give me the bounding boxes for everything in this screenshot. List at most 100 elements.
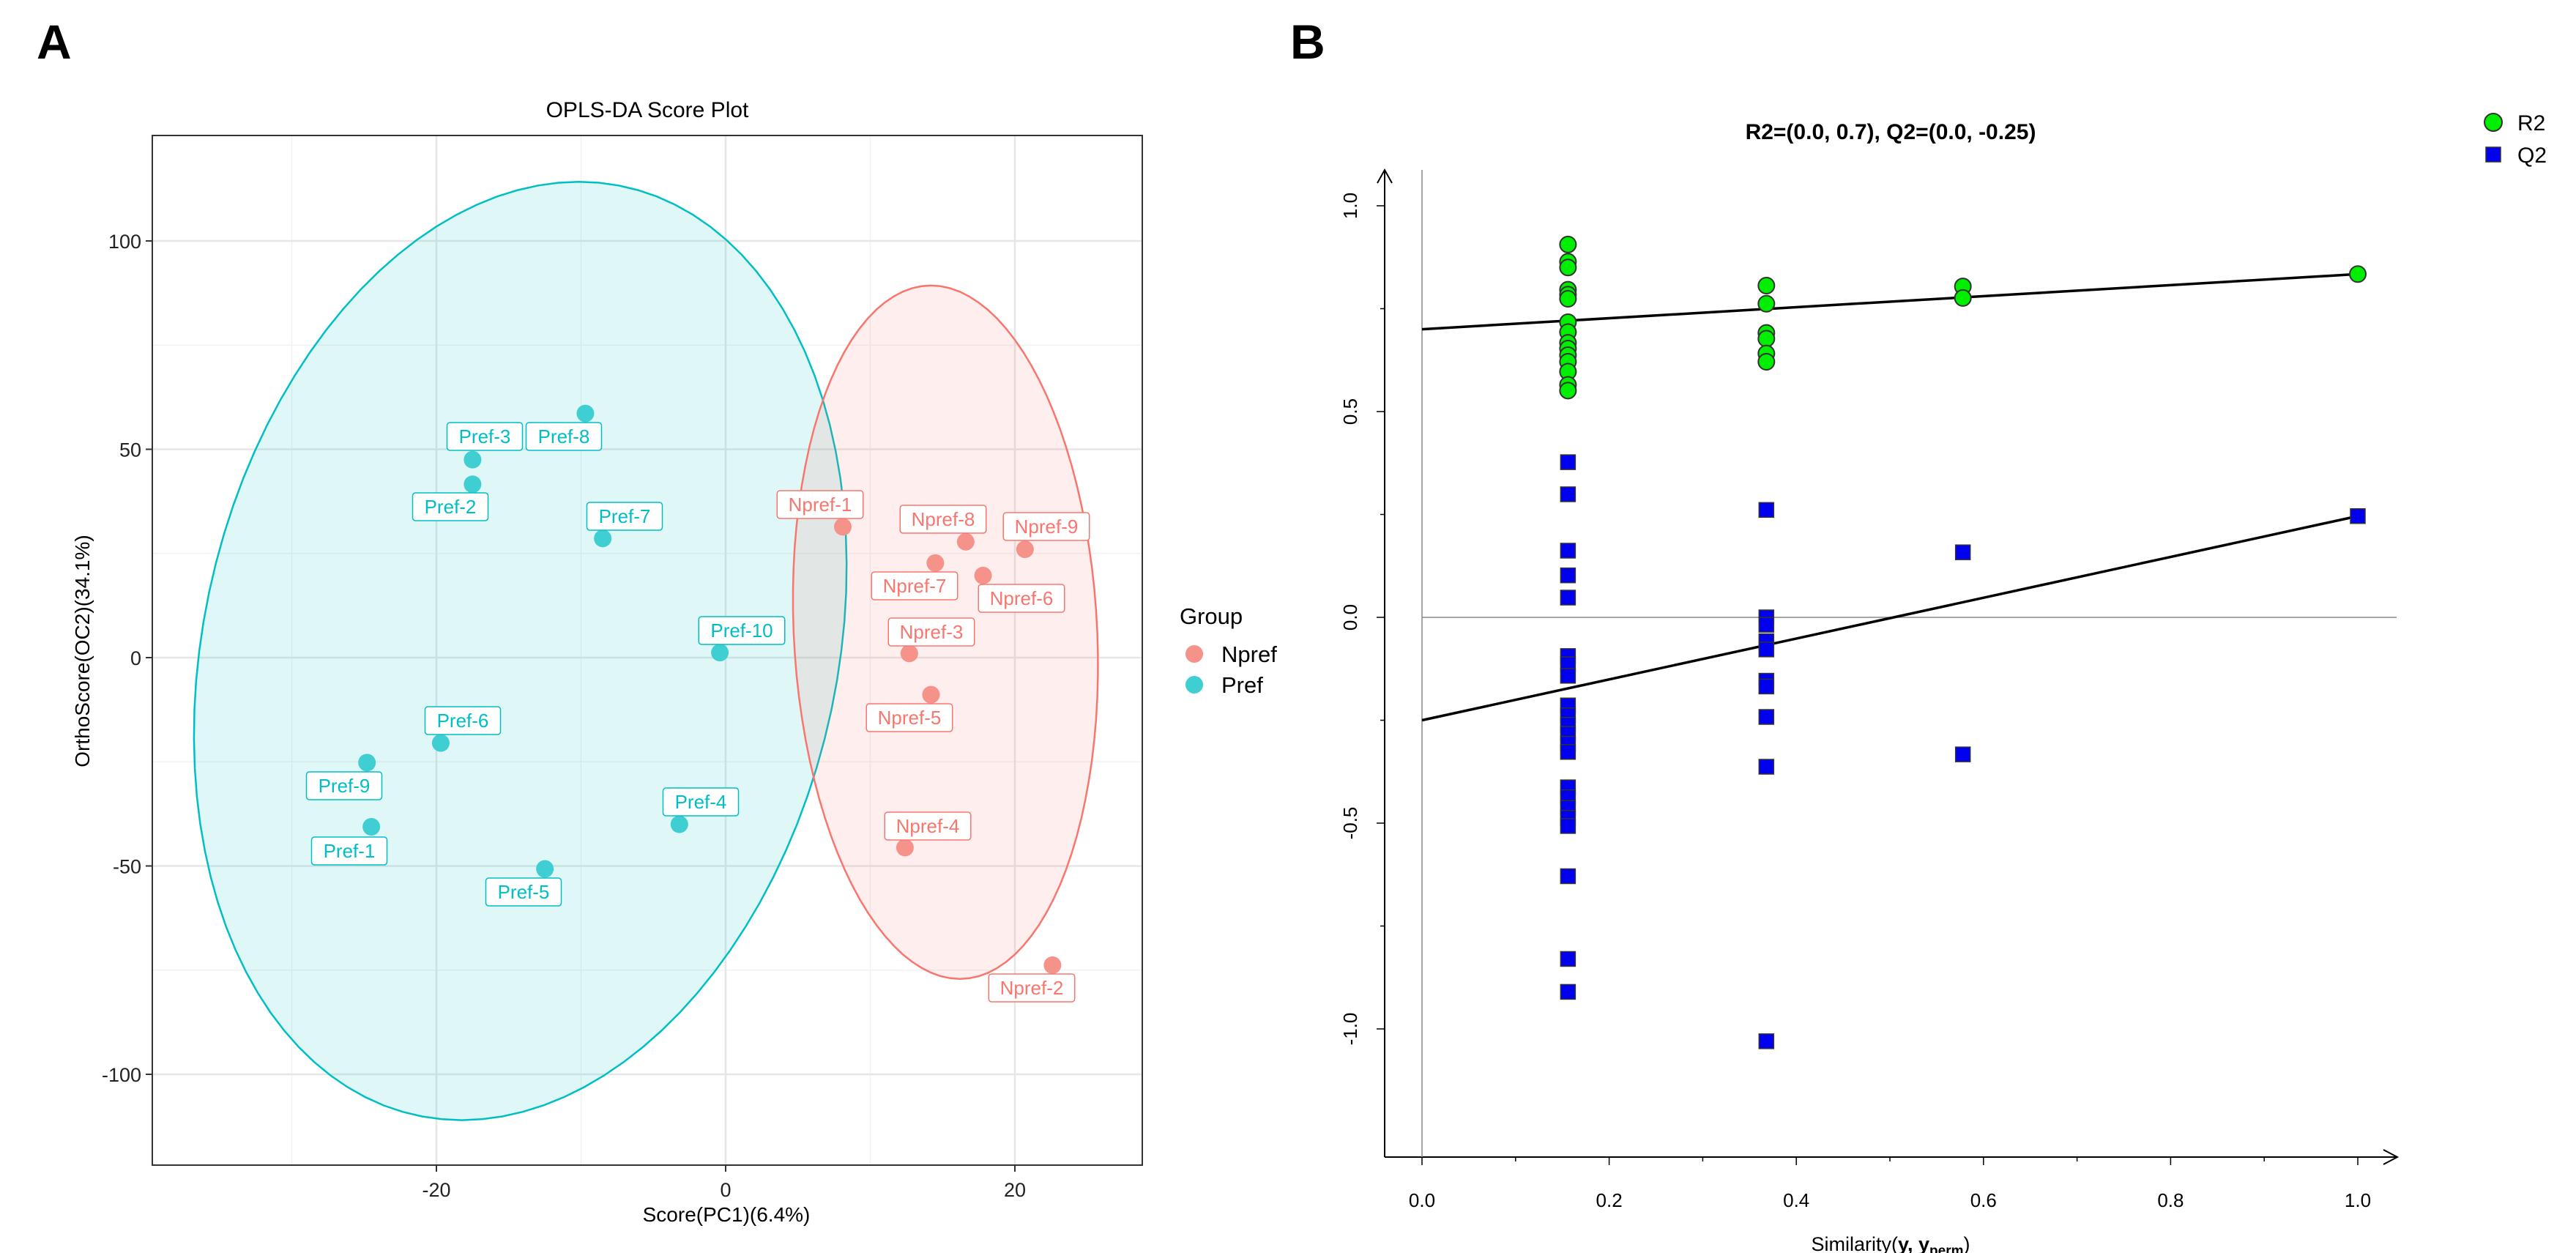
point-label-npref-7: Npref-7 <box>871 571 958 601</box>
xlabel-y: y <box>1898 1233 1909 1253</box>
point-label-box <box>899 505 987 534</box>
point-label-box <box>776 490 864 519</box>
x-tick-label: 0.2 <box>1596 1189 1623 1211</box>
point-label-pref-3: Pref-3 <box>446 422 524 451</box>
y-axis-arrow-icon <box>1377 168 1393 184</box>
point-label-pref-8: Pref-8 <box>525 422 603 451</box>
xlabel-suffix: ) <box>1964 1233 1970 1253</box>
legend-pref-label: Pref <box>1221 672 1263 698</box>
point-label-box <box>446 422 524 451</box>
chart-b-points <box>1559 235 2367 1049</box>
point-label-box <box>978 584 1065 613</box>
chart-a-frame <box>152 135 1143 1166</box>
chart-a-legend: Group Npref Pref <box>1180 603 1277 698</box>
q2-point <box>2350 507 2366 524</box>
point-label-pref-10: Pref-10 <box>698 616 786 645</box>
point-label-box <box>866 703 953 732</box>
legend-q2-label: Q2 <box>2517 144 2547 168</box>
x-tick-label: 0.4 <box>1783 1189 1809 1211</box>
point-label-pref-4: Pref-4 <box>662 787 740 817</box>
x-axis-arrow-icon <box>2383 1149 2400 1165</box>
confidence-ellipse-pref <box>193 180 848 1121</box>
r2-point <box>1757 352 1776 371</box>
point-label-npref-9: Npref-9 <box>1002 512 1090 541</box>
data-point-npref-5 <box>922 685 940 704</box>
data-point-npref-1 <box>833 518 852 536</box>
legend-q2-marker <box>2485 146 2501 163</box>
point-label-text: Pref-1 <box>324 840 376 862</box>
x-tick-label: 0.0 <box>1409 1189 1435 1211</box>
data-point-npref-7 <box>926 554 945 572</box>
y-tick-label: -50 <box>113 856 141 878</box>
legend-npref-marker <box>1185 645 1203 663</box>
chart-b-legend: R2 Q2 <box>2484 111 2547 168</box>
xlabel-yperm: y <box>1918 1233 1929 1253</box>
x-tick-label: 0.6 <box>1970 1189 1997 1211</box>
point-label-text: Npref-1 <box>789 494 852 516</box>
legend-npref-label: Npref <box>1221 642 1277 667</box>
q2-point <box>1758 1033 1775 1049</box>
chart-a-title: OPLS-DA Score Plot <box>546 98 749 122</box>
r2-point <box>1559 382 1577 400</box>
q2-point <box>1954 746 1971 762</box>
data-point-pref-5 <box>536 860 554 878</box>
point-label-text: Pref-3 <box>459 425 511 447</box>
y-tick-label: 0 <box>130 647 141 669</box>
data-point-npref-3 <box>900 644 918 663</box>
x-tick-label: 1.0 <box>2345 1189 2371 1211</box>
point-label-npref-6: Npref-6 <box>978 584 1065 613</box>
data-point-npref-8 <box>956 532 975 551</box>
q2-point <box>1758 678 1775 695</box>
point-label-box <box>424 706 502 735</box>
point-label-text: Npref-3 <box>900 621 964 643</box>
point-label-text: Pref-8 <box>538 425 590 447</box>
q2-point <box>1560 984 1577 1000</box>
data-point-pref-1 <box>362 818 381 836</box>
point-label-npref-5: Npref-5 <box>866 703 953 732</box>
data-point-pref-10 <box>711 644 729 662</box>
r2-point <box>1757 294 1776 313</box>
q2-point <box>1560 951 1577 967</box>
chart-a-ellipses <box>193 180 1099 1121</box>
chart-a-ylabel: OrthoScore(OC2)(34.1%) <box>71 535 94 767</box>
data-point-pref-7 <box>594 529 612 548</box>
q2-point <box>1560 590 1577 606</box>
x-tick-label: 0.8 <box>2157 1189 2184 1211</box>
y-tick-label: 50 <box>119 439 141 461</box>
x-tick-label: 20 <box>1004 1179 1026 1201</box>
q2-point <box>1758 709 1775 725</box>
r2-point <box>1757 330 1776 348</box>
q2-point <box>1560 567 1577 584</box>
point-label-pref-5: Pref-5 <box>485 877 562 907</box>
point-label-box <box>305 771 383 800</box>
chart-b-regression-lines <box>1421 272 2359 722</box>
data-point-pref-4 <box>670 815 688 833</box>
q2-point <box>1560 744 1577 760</box>
point-label-npref-4: Npref-4 <box>884 811 972 841</box>
point-label-pref-1: Pref-1 <box>310 836 388 866</box>
xlabel-prefix: Similarity( <box>1811 1233 1898 1253</box>
r2-point <box>1559 259 1577 277</box>
q2-point <box>1560 668 1577 684</box>
data-point-pref-8 <box>576 404 595 423</box>
q2-point <box>1560 543 1577 559</box>
point-label-text: Pref-7 <box>599 505 651 527</box>
point-label-text: Npref-5 <box>878 707 942 729</box>
plot-background <box>152 135 1142 1165</box>
point-label-pref-6: Pref-6 <box>424 706 502 735</box>
point-label-text: Pref-4 <box>675 791 727 813</box>
point-label-box <box>310 836 388 866</box>
chart-b-axes: 0.0 0.2 0.4 0.6 0.8 1.0 -1.0 -0.5 0.0 0.5 1.0 <box>1339 168 2400 1211</box>
point-label-text: Npref-9 <box>1015 516 1079 538</box>
r2-point <box>2349 265 2367 283</box>
chart-b-title: R2=(0.0, 0.7), Q2=(0.0, -0.25) <box>1746 120 2036 144</box>
point-label-box <box>884 811 972 841</box>
y-tick-label: -0.5 <box>1339 807 1361 840</box>
r2-point <box>1954 289 1972 307</box>
point-label-text: Pref-9 <box>319 775 371 797</box>
r2-point <box>1757 277 1776 295</box>
point-label-box <box>1002 512 1090 541</box>
r2-point <box>1559 235 1577 253</box>
xlabel-sub: perm <box>1929 1243 1963 1253</box>
